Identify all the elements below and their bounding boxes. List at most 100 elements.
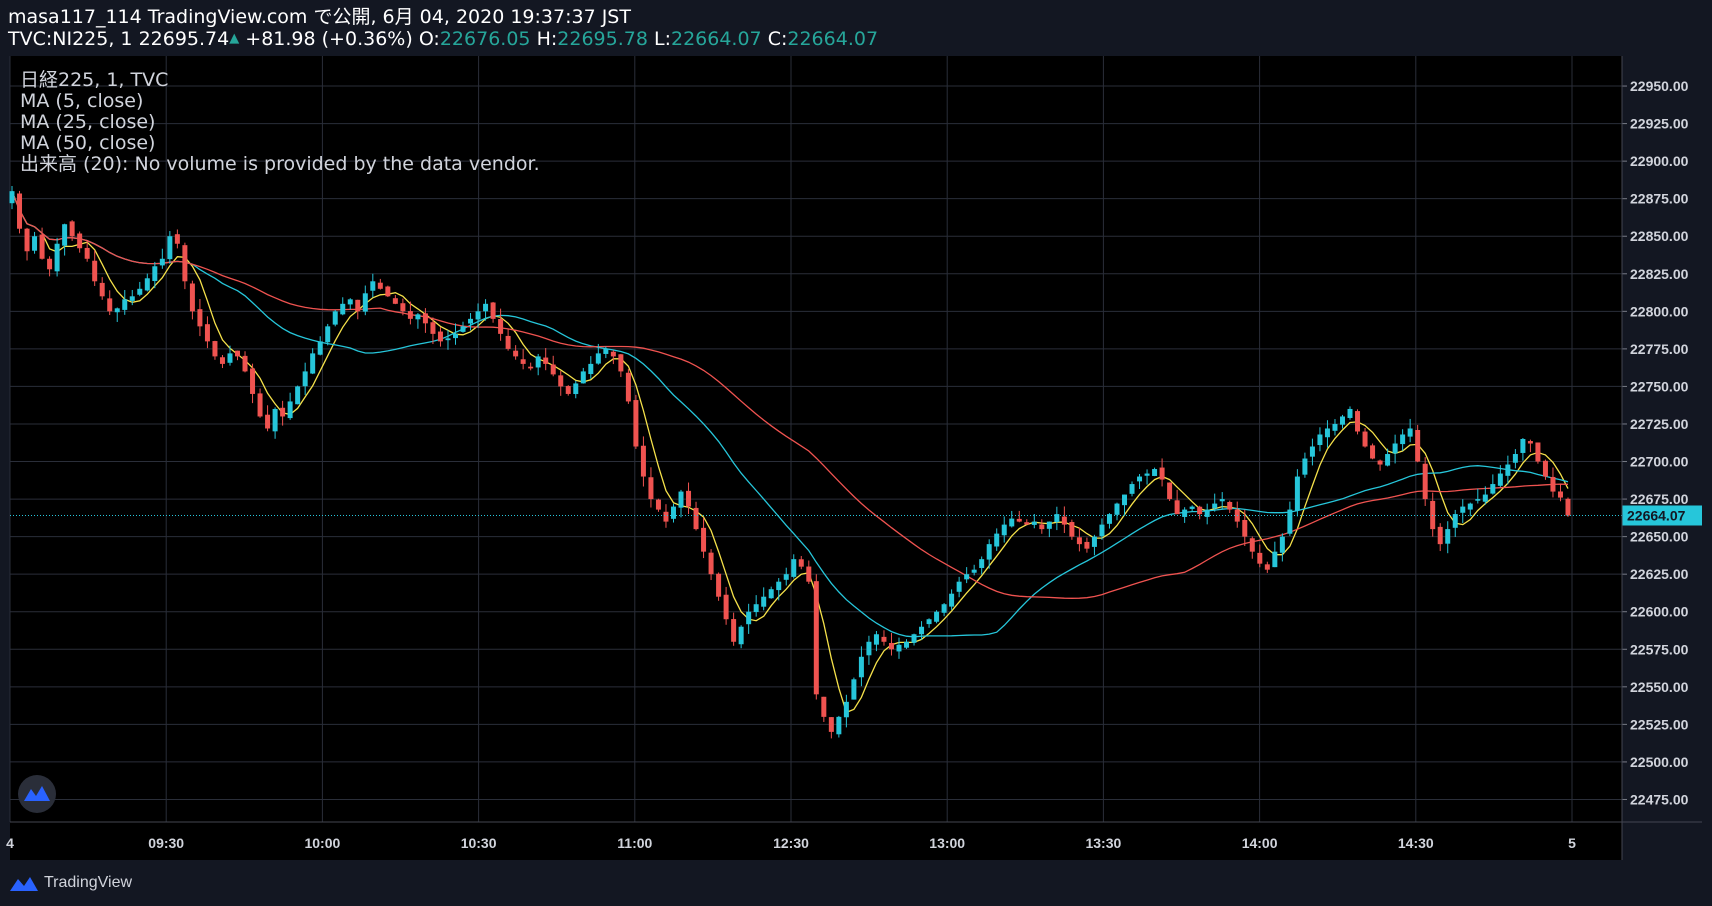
candle-body[interactable]: [1317, 434, 1323, 446]
candle-body[interactable]: [828, 717, 834, 732]
candle-body[interactable]: [926, 619, 932, 625]
candle-body[interactable]: [1332, 423, 1338, 431]
candle-body[interactable]: [39, 234, 45, 259]
candle-body[interactable]: [1091, 536, 1097, 547]
candle-body[interactable]: [949, 593, 955, 607]
candle-body[interactable]: [858, 656, 864, 678]
candle-body[interactable]: [219, 357, 225, 364]
candle-body[interactable]: [159, 258, 165, 266]
tradingview-logo-badge[interactable]: [18, 775, 56, 813]
candle-body[interactable]: [250, 368, 256, 394]
candle-body[interactable]: [1024, 522, 1030, 525]
candle-body[interactable]: [670, 506, 676, 519]
candle-body[interactable]: [655, 499, 661, 510]
candle-body[interactable]: [460, 326, 466, 332]
candle-body[interactable]: [1452, 514, 1458, 528]
candle-body[interactable]: [362, 293, 368, 312]
candle-body[interactable]: [708, 552, 714, 575]
candle-body[interactable]: [212, 341, 218, 357]
candle-body[interactable]: [445, 338, 451, 341]
candle-body[interactable]: [295, 386, 301, 405]
candle-body[interactable]: [167, 236, 173, 260]
candle-body[interactable]: [370, 281, 376, 291]
candle-body[interactable]: [701, 527, 707, 552]
candle-body[interactable]: [9, 191, 15, 204]
candle-body[interactable]: [1445, 529, 1451, 544]
candle-body[interactable]: [1061, 516, 1067, 525]
candle-body[interactable]: [896, 644, 902, 652]
candle-body[interactable]: [565, 386, 571, 394]
candle-body[interactable]: [1227, 501, 1233, 510]
candle-body[interactable]: [340, 303, 346, 315]
candle-body[interactable]: [1490, 484, 1496, 494]
candle-body[interactable]: [979, 559, 985, 568]
candle-body[interactable]: [693, 507, 699, 530]
candle-body[interactable]: [1520, 439, 1526, 453]
candle-body[interactable]: [731, 619, 737, 642]
candle-body[interactable]: [265, 414, 271, 429]
candle-body[interactable]: [1497, 473, 1503, 486]
candle-body[interactable]: [956, 581, 962, 592]
candle-body[interactable]: [1031, 521, 1037, 525]
candle-body[interactable]: [69, 221, 75, 237]
candle-body[interactable]: [558, 375, 564, 387]
candle-body[interactable]: [934, 611, 940, 622]
candle-body[interactable]: [114, 308, 120, 313]
candle-body[interactable]: [54, 243, 60, 272]
candle-body[interactable]: [32, 236, 38, 251]
candle-body[interactable]: [1482, 494, 1488, 502]
candle-body[interactable]: [1347, 408, 1353, 418]
candle-body[interactable]: [422, 313, 428, 324]
candle-body[interactable]: [1475, 499, 1481, 501]
candle-body[interactable]: [798, 559, 804, 567]
candle-body[interactable]: [1137, 476, 1143, 482]
candle-body[interactable]: [904, 641, 910, 648]
candle-body[interactable]: [1302, 458, 1308, 475]
candle-body[interactable]: [648, 477, 654, 500]
time-axis[interactable]: 4 09:30 10:00 10:30 11:00 12:30 13:00 13:30 14:0…: [6, 835, 1576, 851]
candle-body[interactable]: [189, 283, 195, 312]
candle-body[interactable]: [1400, 434, 1406, 445]
candle-body[interactable]: [1046, 521, 1052, 529]
candle-body[interactable]: [392, 298, 398, 304]
candle-body[interactable]: [1129, 484, 1135, 494]
candle-body[interactable]: [1001, 524, 1007, 536]
candle-body[interactable]: [302, 371, 308, 387]
candle-body[interactable]: [986, 544, 992, 560]
candle-body[interactable]: [1106, 514, 1112, 524]
candle-body[interactable]: [1219, 499, 1225, 502]
candle-body[interactable]: [964, 574, 970, 580]
candle-body[interactable]: [753, 604, 759, 613]
candle-body[interactable]: [813, 581, 819, 695]
candle-body[interactable]: [242, 355, 248, 372]
candle-body[interactable]: [377, 282, 383, 289]
candle-body[interactable]: [92, 260, 98, 282]
candle-body[interactable]: [836, 716, 842, 735]
candle-body[interactable]: [62, 224, 68, 246]
candle-body[interactable]: [994, 533, 1000, 547]
candle-body[interactable]: [1460, 506, 1466, 513]
candle-body[interactable]: [1542, 460, 1548, 477]
candle-body[interactable]: [1249, 538, 1255, 552]
candle-body[interactable]: [783, 574, 789, 580]
candle-body[interactable]: [588, 363, 594, 375]
candle-body[interactable]: [873, 634, 879, 645]
candle-body[interactable]: [791, 559, 797, 577]
candle-body[interactable]: [1152, 469, 1158, 476]
candle-body[interactable]: [483, 303, 489, 312]
candle-body[interactable]: [618, 354, 624, 372]
candle-body[interactable]: [24, 228, 30, 252]
candle-body[interactable]: [761, 596, 767, 607]
candle-body[interactable]: [1264, 564, 1270, 570]
candle-body[interactable]: [257, 393, 263, 417]
candle-body[interactable]: [280, 407, 286, 417]
candle-body[interactable]: [738, 626, 744, 645]
candle-body[interactable]: [663, 511, 669, 522]
candle-body[interactable]: [99, 282, 105, 297]
candle-body[interactable]: [174, 234, 180, 244]
candle-body[interactable]: [1467, 503, 1473, 510]
candle-body[interactable]: [415, 314, 421, 320]
candle-body[interactable]: [1054, 514, 1060, 523]
candle-body[interactable]: [971, 569, 977, 573]
candle-body[interactable]: [1084, 541, 1090, 549]
